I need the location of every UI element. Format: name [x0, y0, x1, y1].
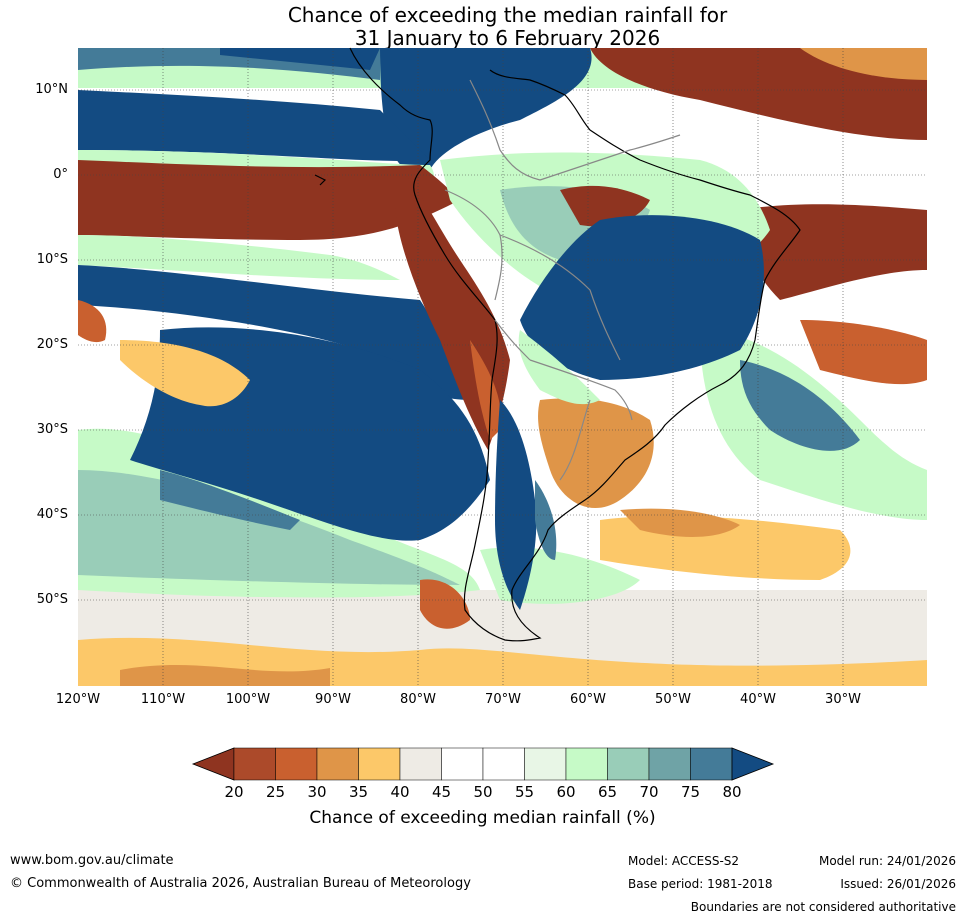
footer-base-period: Base period: 1981-2018: [628, 877, 773, 891]
graticule: [78, 48, 927, 686]
country-borders: [444, 79, 681, 481]
colorbar-label: Chance of exceeding median rainfall (%): [309, 808, 656, 828]
lon-label-30w: 30°W: [825, 692, 861, 707]
colorbar-swatch-25-30: [275, 747, 318, 781]
lon-label-110w: 110°W: [140, 692, 186, 707]
footer-website: www.bom.gov.au/climate: [10, 853, 174, 868]
coastline: [314, 47, 801, 642]
lon-label-50w: 50°W: [655, 692, 691, 707]
lat-label-40s: 40°S: [36, 507, 68, 522]
colorbar-swatch-20-25: [233, 747, 276, 781]
colorbar-tick-60: 60: [556, 783, 576, 801]
colorbar-tick-45: 45: [431, 783, 452, 801]
footer-model: Model: ACCESS-S2: [628, 854, 740, 868]
footer-copyright: © Commonwealth of Australia 2026, Austra…: [10, 876, 471, 891]
colorbar-tick-35: 35: [348, 783, 369, 801]
colorbar-swatch-40-45: [399, 747, 442, 781]
colorbar-swatch-30-35: [316, 747, 359, 781]
lat-label-10n: 10°N: [35, 82, 68, 97]
lon-label-70w: 70°W: [485, 692, 521, 707]
colorbar-tick-30: 30: [307, 783, 327, 801]
lat-label-20s: 20°S: [36, 337, 68, 352]
footer-model-run: Model run: 24/01/2026: [818, 854, 956, 868]
colorbar-arrow-high: [731, 747, 775, 781]
colorbar-tick-65: 65: [597, 783, 618, 801]
colorbar-tick-55: 55: [514, 783, 535, 801]
colorbar: [191, 747, 775, 781]
map-field: [78, 48, 927, 686]
lon-label-100w: 100°W: [225, 692, 271, 707]
colorbar-swatch-65-70: [607, 747, 650, 781]
footer-issued: Issued: 26/01/2026: [840, 877, 956, 891]
colorbar-tick-50: 50: [473, 783, 493, 801]
colorbar-swatch-35-40: [358, 747, 401, 781]
colorbar-swatch-55-60: [524, 747, 567, 781]
colorbar-tick-25: 25: [265, 783, 286, 801]
colorbar-swatch-45-50: [441, 747, 484, 781]
lon-label-60w: 60°W: [570, 692, 606, 707]
colorbar-tick-75: 75: [680, 783, 701, 801]
colorbar-tick-20: 20: [224, 783, 244, 801]
lat-label-0: 0°: [53, 167, 68, 182]
map-title-line2: 31 January to 6 February 2026: [354, 26, 661, 50]
lon-label-40w: 40°W: [740, 692, 776, 707]
footer-disclaimer: Boundaries are not considered authoritat…: [690, 900, 956, 914]
rainfall-map: [78, 47, 927, 686]
colorbar-swatch-50-55: [482, 747, 525, 781]
lon-label-120w: 120°W: [55, 692, 101, 707]
colorbar-swatch-70-75: [648, 747, 691, 781]
colorbar-tick-80: 80: [722, 783, 742, 801]
colorbar-tick-40: 40: [390, 783, 410, 801]
colorbar-arrow-low: [191, 747, 235, 781]
lon-label-90w: 90°W: [315, 692, 351, 707]
colorbar-swatch-75-80: [690, 747, 733, 781]
lat-label-30s: 30°S: [36, 422, 68, 437]
lat-label-50s: 50°S: [36, 592, 68, 607]
lon-label-80w: 80°W: [400, 692, 436, 707]
colorbar-swatch-60-65: [565, 747, 608, 781]
map-title-line1: Chance of exceeding the median rainfall …: [287, 3, 728, 27]
colorbar-tick-70: 70: [639, 783, 659, 801]
lat-label-10s: 10°S: [36, 252, 68, 267]
